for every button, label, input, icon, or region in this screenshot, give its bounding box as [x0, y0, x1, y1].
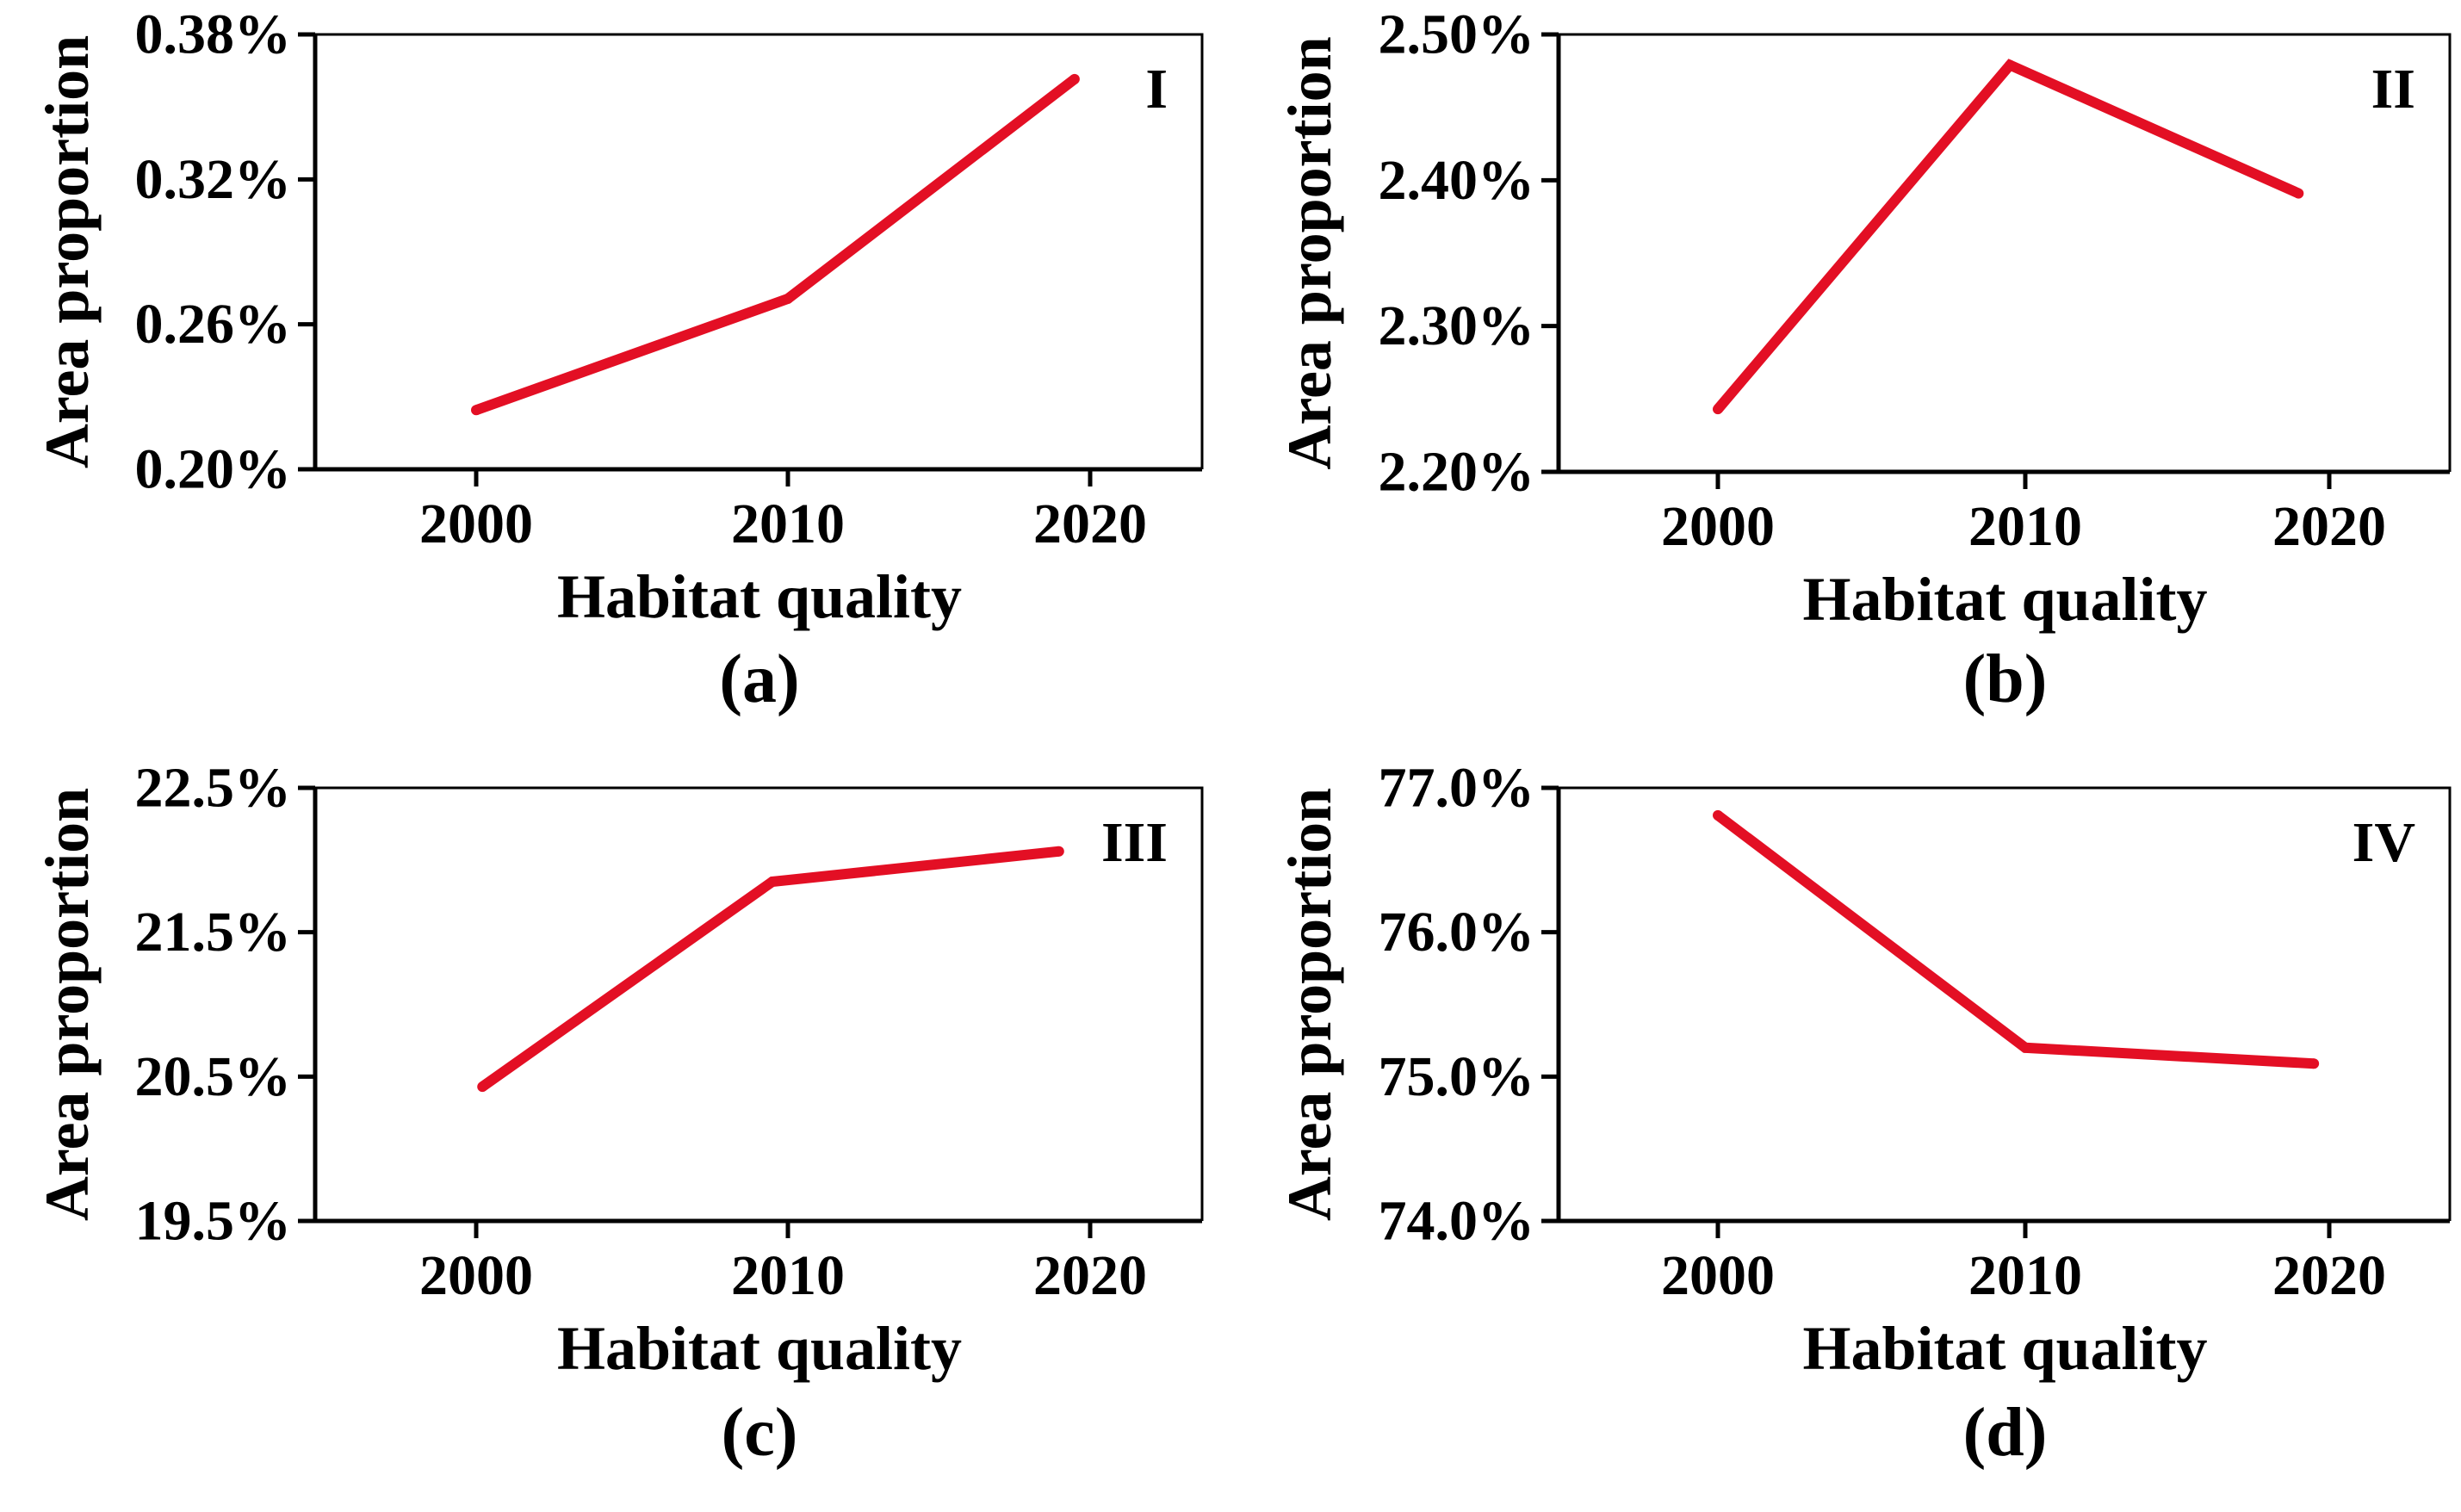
- plot-frame: [1559, 786, 2452, 1221]
- panel-label: (b): [1963, 641, 2048, 717]
- panel-label: (d): [1963, 1395, 2048, 1471]
- x-tick-label: 2000: [1661, 495, 1775, 558]
- y-axis-label: Area proportion: [33, 35, 102, 468]
- data-point-2010: [2005, 59, 2016, 71]
- y-tick-label: 21.5%: [135, 901, 292, 964]
- data-point-2020: [2293, 188, 2304, 199]
- class-label: I: [1145, 58, 1168, 121]
- y-tick-label: 22.5%: [135, 757, 292, 820]
- data-point-2020: [2309, 1058, 2320, 1069]
- x-axis-label: Habitat quality: [1802, 1314, 2207, 1383]
- y-tick-label: 0.32%: [135, 148, 292, 211]
- x-axis-label: Habitat quality: [1802, 565, 2207, 634]
- y-tick-label: 0.26%: [135, 293, 292, 356]
- x-tick-label: 2000: [419, 493, 533, 555]
- series-line: [1714, 59, 2301, 413]
- y-tick-label: 74.0%: [1379, 1190, 1535, 1253]
- y-tick-label: 2.20%: [1379, 441, 1535, 504]
- plot-frame: [315, 786, 1204, 1221]
- data-point-2010: [783, 293, 793, 304]
- chart-panel-b: 2.20% 2.30% 2.40% 2.50% 2000 2010 2020 Habitat …: [1275, 3, 2452, 717]
- data-point-2020: [1053, 846, 1064, 857]
- y-tick-label: 2.30%: [1379, 294, 1535, 357]
- x-axis-label: Habitat quality: [557, 562, 962, 631]
- data-point-2000: [1713, 809, 1723, 821]
- class-label: II: [2371, 58, 2415, 121]
- x-tick-label: 2000: [419, 1244, 533, 1307]
- y-tick-label: 20.5%: [135, 1045, 292, 1108]
- series-line: [1714, 811, 2315, 1069]
- series-line: [474, 75, 1078, 415]
- chart-panel-c: 19.5% 20.5% 21.5% 22.5% 2000 2010 2020 Habitat …: [33, 757, 1204, 1471]
- data-point-2010: [766, 876, 778, 887]
- plot-frame: [1559, 33, 2452, 472]
- y-tick-label: 76.0%: [1379, 901, 1535, 964]
- panel-label: (a): [719, 641, 799, 717]
- y-axis-label: Area proportion: [1275, 788, 1344, 1221]
- x-tick-label: 2010: [731, 493, 845, 555]
- x-tick-label: 2010: [731, 1244, 845, 1307]
- x-tick-label: 2010: [1968, 495, 2082, 558]
- y-tick-label: 19.5%: [135, 1190, 292, 1253]
- y-tick-label: 2.50%: [1379, 3, 1535, 66]
- class-label: III: [1101, 811, 1168, 874]
- chart-panel-d: 74.0% 75.0% 76.0% 77.0% 2000 2010 2020 Habitat …: [1275, 757, 2452, 1471]
- x-tick-label: 2020: [2272, 495, 2386, 558]
- x-tick-label: 2020: [2272, 1244, 2386, 1307]
- x-tick-label: 2000: [1661, 1244, 1775, 1307]
- x-tick-label: 2020: [1033, 493, 1147, 555]
- y-axis-label: Area proportion: [33, 788, 102, 1221]
- plot-frame: [315, 33, 1204, 469]
- panel-label: (c): [722, 1395, 798, 1471]
- data-point-2000: [1713, 404, 1723, 415]
- x-tick-label: 2020: [1033, 1244, 1147, 1307]
- y-tick-label: 77.0%: [1379, 757, 1535, 820]
- data-point-2010: [2020, 1042, 2030, 1053]
- series-line: [479, 846, 1060, 1091]
- x-axis-label: Habitat quality: [557, 1314, 962, 1383]
- y-tick-label: 75.0%: [1379, 1045, 1535, 1108]
- y-tick-label: 0.20%: [135, 438, 292, 501]
- chart-panel-a: 0.20% 0.26% 0.32% 0.38% 2000 2010 2020 Habitat …: [33, 3, 1204, 717]
- x-tick-label: 2010: [1968, 1244, 2082, 1307]
- y-tick-label: 0.38%: [135, 3, 292, 66]
- y-tick-label: 2.40%: [1379, 149, 1535, 212]
- y-axis-label: Area proportion: [1275, 36, 1344, 469]
- class-label: IV: [2353, 811, 2415, 874]
- data-point-2000: [471, 405, 481, 416]
- data-point-2020: [1069, 73, 1080, 84]
- data-point-2000: [477, 1081, 488, 1093]
